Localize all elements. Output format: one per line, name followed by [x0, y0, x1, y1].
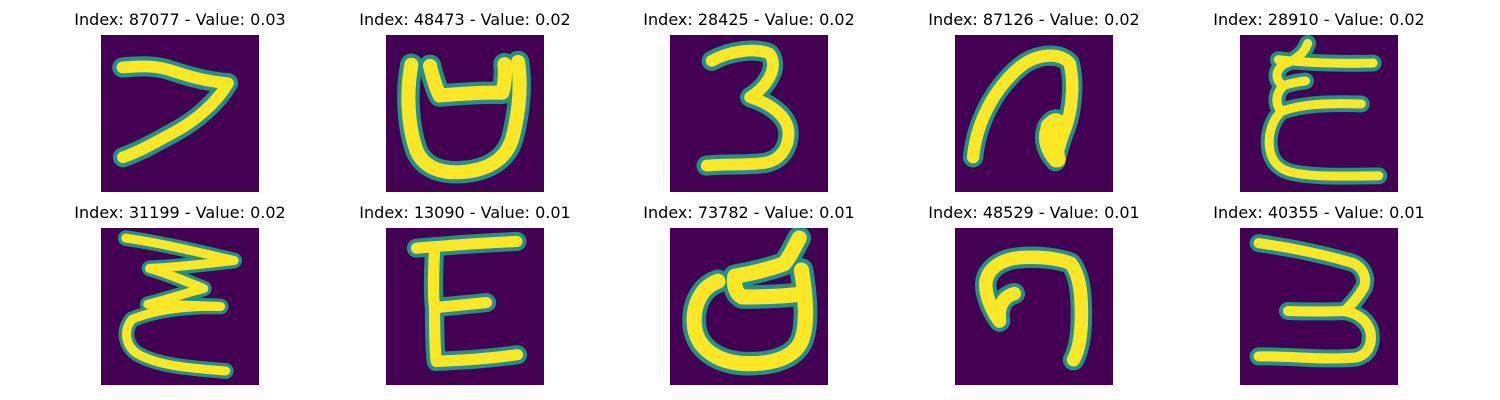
glyph-9-drawing: [1249, 234, 1380, 368]
image-panel: Index: 87126 - Value: 0.02: [924, 10, 1144, 195]
panel-title: Index: 13090 - Value: 0.01: [359, 203, 571, 222]
handwritten-glyph-image: [101, 35, 259, 192]
handwritten-glyph-image: [670, 228, 828, 385]
image-panel: Index: 73782 - Value: 0.01: [639, 203, 859, 388]
image-panel: Index: 28910 - Value: 0.02: [1209, 10, 1429, 195]
glyph-4-drawing: [1260, 35, 1388, 185]
handwritten-glyph-image: [670, 35, 828, 192]
glyph-7-drawing: [682, 228, 818, 376]
handwritten-glyph-image: [1240, 228, 1398, 385]
image-panel: Index: 48529 - Value: 0.01: [924, 203, 1144, 388]
handwritten-glyph-image: [1240, 35, 1398, 192]
glyph-0-drawing: [112, 56, 239, 168]
image-panel: Index: 48473 - Value: 0.02: [355, 10, 575, 195]
image-panel: Index: 28425 - Value: 0.02: [639, 10, 859, 195]
image-panel: Index: 31199 - Value: 0.02: [70, 203, 290, 388]
panel-title: Index: 31199 - Value: 0.02: [74, 203, 286, 222]
glyph-8-drawing: [975, 246, 1093, 371]
handwritten-glyph-image: [955, 228, 1113, 385]
panel-title: Index: 28910 - Value: 0.02: [1213, 10, 1425, 29]
panel-title: Index: 28425 - Value: 0.02: [643, 10, 855, 29]
image-panel: Index: 87077 - Value: 0.03: [70, 10, 290, 195]
panel-title: Index: 48529 - Value: 0.01: [928, 203, 1140, 222]
glyph-5-drawing: [117, 230, 243, 379]
glyph-2-drawing: [696, 40, 799, 176]
panel-title: Index: 40355 - Value: 0.01: [1213, 203, 1425, 222]
image-panel: Index: 13090 - Value: 0.01: [355, 203, 575, 388]
panel-title: Index: 87126 - Value: 0.02: [928, 10, 1140, 29]
handwritten-glyph-image: [101, 228, 259, 385]
handwritten-glyph-image: [386, 228, 544, 385]
panel-title: Index: 73782 - Value: 0.01: [643, 203, 855, 222]
panel-title: Index: 87077 - Value: 0.03: [74, 10, 286, 29]
handwritten-glyph-image: [955, 35, 1113, 192]
image-panel: Index: 40355 - Value: 0.01: [1209, 203, 1429, 388]
glyph-6-drawing: [406, 231, 528, 371]
handwritten-glyph-image: [386, 35, 544, 192]
glyph-1-drawing: [397, 50, 531, 184]
panel-title: Index: 48473 - Value: 0.02: [359, 10, 571, 29]
glyph-3-drawing: [962, 45, 1083, 172]
